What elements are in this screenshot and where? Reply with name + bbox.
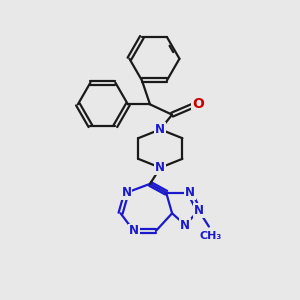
Text: CH₃: CH₃ [199, 231, 221, 241]
Text: N: N [180, 219, 190, 232]
Text: N: N [155, 161, 165, 174]
Text: N: N [194, 204, 204, 217]
Text: N: N [122, 186, 131, 199]
Text: O: O [192, 98, 204, 111]
Text: N: N [129, 224, 139, 238]
Text: N: N [155, 123, 165, 136]
Text: N: N [185, 186, 195, 199]
